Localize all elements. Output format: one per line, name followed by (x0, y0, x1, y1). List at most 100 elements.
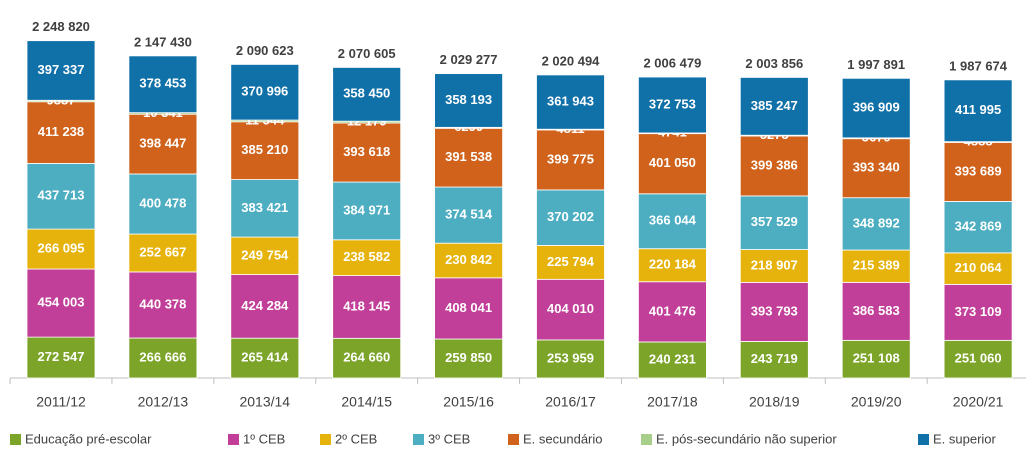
legend-swatch (228, 434, 239, 445)
data-label: 370 996 (241, 84, 288, 99)
data-label: 243 719 (751, 351, 798, 366)
bar-segment (841, 197, 911, 251)
x-tick-label: 2019/20 (851, 394, 902, 410)
data-label: 399 775 (547, 151, 594, 166)
data-label: 210 064 (955, 260, 1003, 275)
data-label: 401 050 (649, 155, 696, 170)
data-label: 366 044 (649, 213, 697, 228)
data-label: 358 450 (343, 86, 390, 101)
data-label: 342 869 (955, 219, 1002, 234)
bar-segment (536, 278, 605, 341)
data-label: 252 667 (139, 244, 186, 259)
data-label: 225 794 (547, 254, 595, 269)
bar-segment (230, 121, 300, 180)
bar-segment (434, 277, 504, 340)
bar-segment (943, 201, 1013, 254)
data-label: 399 386 (751, 157, 798, 172)
total-label: 2 029 277 (440, 52, 498, 67)
data-label: 391 538 (445, 149, 492, 164)
data-label: 266 666 (139, 349, 186, 364)
data-label: 238 582 (343, 249, 390, 264)
bar-segment (26, 163, 96, 230)
data-label: 404 010 (547, 301, 594, 316)
bar-segment (943, 283, 1013, 341)
x-tick-label: 2011/12 (36, 394, 86, 410)
bar-segment (26, 40, 96, 101)
bar-segment (739, 77, 809, 136)
data-label: 372 753 (649, 96, 696, 111)
data-label: 220 184 (649, 257, 697, 272)
data-label: 385 247 (751, 98, 798, 113)
legend-swatch (10, 434, 21, 445)
data-label: 411 238 (38, 124, 84, 139)
data-label: 265 414 (241, 350, 289, 365)
bar-segment (26, 228, 96, 270)
data-label: 393 618 (343, 144, 390, 159)
data-label: 396 909 (853, 100, 900, 115)
data-label: 424 284 (241, 298, 289, 313)
bar-segment (434, 338, 504, 379)
bar-segment (128, 55, 198, 114)
data-label: 393 793 (751, 303, 798, 318)
bar-segment (739, 249, 809, 283)
bar-segment (943, 339, 1013, 379)
legend-label: E. pós-secundário não superior (656, 431, 837, 446)
data-label: 249 754 (241, 247, 289, 262)
bar-segment (739, 195, 809, 250)
x-tick-label: 2018/19 (749, 394, 800, 410)
total-label: 2 090 623 (236, 43, 294, 58)
bar-segment (128, 337, 198, 379)
bar-segment (536, 245, 605, 280)
bar-segment (230, 64, 300, 121)
legend-label: 2º CEB (335, 431, 377, 446)
bar-segment (230, 274, 300, 339)
bar-segment (26, 268, 96, 338)
bar-segment (638, 76, 707, 134)
data-label: 408 041 (445, 300, 492, 315)
bar-segment (26, 101, 96, 164)
data-label: 385 210 (241, 142, 288, 157)
x-tick-label: 2013/14 (239, 394, 290, 410)
total-label: 1 987 674 (949, 58, 1008, 73)
data-label: 374 514 (445, 207, 493, 222)
bar-segment (332, 67, 402, 122)
data-label: 361 943 (547, 94, 594, 109)
data-label: 218 907 (751, 257, 798, 272)
bar-segment (536, 129, 605, 191)
bar-segment (230, 236, 300, 275)
x-tick-label: 2020/21 (953, 394, 1004, 410)
data-label: 370 202 (547, 209, 594, 224)
data-label: 397 337 (38, 62, 85, 77)
data-label: 437 713 (38, 188, 85, 203)
legend-label: E. secundário (523, 431, 603, 446)
legend-label: E. superior (933, 431, 997, 446)
total-label: 2 147 430 (134, 34, 192, 49)
total-label: 2 070 605 (338, 46, 396, 61)
data-label: 266 095 (38, 240, 85, 255)
data-label: 230 842 (445, 252, 492, 267)
data-label: 259 850 (445, 350, 492, 365)
x-tick-label: 2012/13 (138, 394, 189, 410)
data-label: 251 108 (853, 351, 900, 366)
bar-segment (332, 122, 402, 183)
bar-segment (26, 336, 96, 379)
bar-segment (128, 271, 198, 339)
data-label: 401 476 (649, 303, 696, 318)
data-label: 240 231 (649, 351, 696, 366)
data-label: 393 340 (853, 160, 900, 175)
data-label: 348 892 (853, 215, 900, 230)
bar-segment (841, 138, 911, 199)
legend-swatch (320, 434, 331, 445)
data-label: 253 959 (547, 350, 594, 365)
total-label: 2 020 494 (542, 53, 601, 68)
bar-segment (739, 341, 809, 379)
data-label: 386 583 (853, 303, 900, 318)
bar-segment (434, 186, 504, 244)
bar-segment (128, 233, 198, 273)
bar-segment (230, 337, 300, 379)
bar-segment (841, 249, 911, 283)
bar-segment (332, 239, 402, 276)
legend-label: Educação pré-escolar (25, 431, 152, 446)
bar-segment (128, 173, 198, 235)
x-tick-label: 2017/18 (647, 394, 698, 410)
